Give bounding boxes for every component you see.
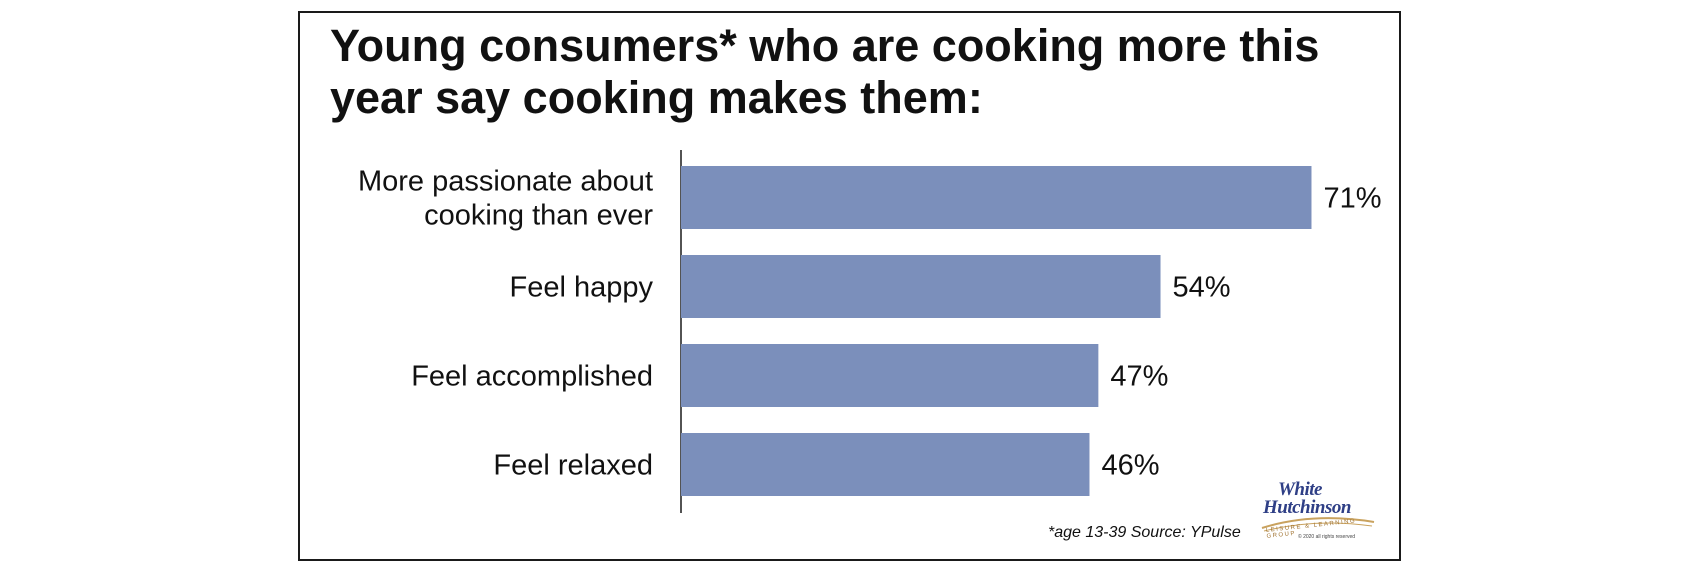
bar-0 — [681, 166, 1312, 229]
bar-2 — [681, 344, 1099, 407]
category-label-line: Feel relaxed — [493, 450, 653, 482]
logo-copyright: © 2020 all rights reserved — [1298, 534, 1356, 540]
category-label-line: Feel accomplished — [411, 361, 653, 393]
white-hutchinson-logo: White Hutchinson LEISURE & LEARNING GROU… — [1258, 478, 1378, 544]
category-label-2: Feel accomplished — [411, 361, 653, 393]
logo-line-2: Hutchinson — [1263, 497, 1351, 518]
value-label-2: 47% — [1110, 361, 1168, 393]
value-label-3: 46% — [1101, 450, 1159, 482]
logo-swoosh-icon — [1261, 517, 1375, 532]
category-label-line: More passionate about — [358, 166, 653, 198]
bar-3 — [681, 433, 1090, 496]
source-footnote: *age 13-39 Source: YPulse — [1048, 524, 1241, 541]
category-label-line: cooking than ever — [424, 200, 653, 232]
chart-title: Young consumers* who are cooking more th… — [330, 20, 1320, 123]
category-label-3: Feel relaxed — [493, 450, 653, 482]
category-label-0: More passionate about cooking than ever — [358, 166, 653, 232]
value-label-0: 71% — [1323, 183, 1381, 215]
category-label-1: Feel happy — [510, 272, 654, 304]
category-label-line: Feel happy — [510, 272, 654, 304]
logo-line-1: White — [1278, 479, 1322, 500]
value-label-1: 54% — [1173, 272, 1231, 304]
bar-1 — [681, 255, 1161, 318]
